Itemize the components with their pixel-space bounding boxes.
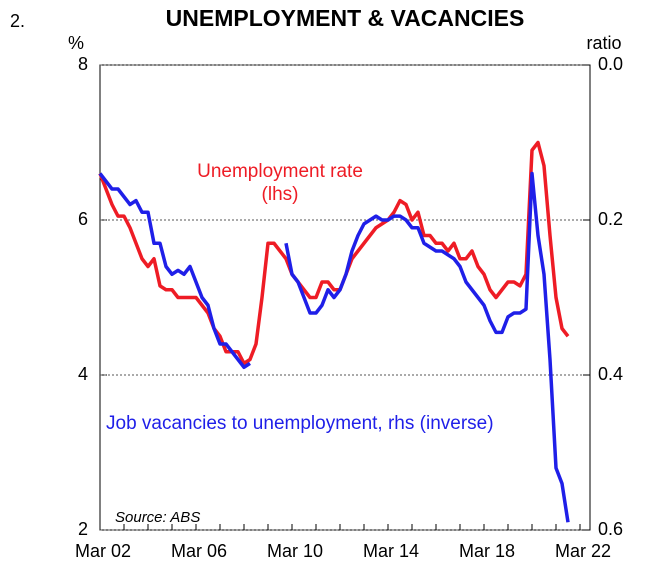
x-tick-label: Mar 10 [267,541,323,561]
series-label: Job vacancies to unemployment, rhs (inve… [106,413,494,434]
x-tick-label: Mar 18 [459,541,515,561]
y-tick-label: 6 [78,209,88,229]
series-line [98,140,570,366]
series-label: Unemployment rate (lhs) [197,161,363,205]
source: Source: ABS [115,509,200,526]
y-tick-label: 8 [78,54,88,74]
y2-tick-label: 0.0 [598,54,623,74]
series-line [98,171,570,523]
y-axis-label: % [68,33,84,53]
chart-number: 2. [10,11,25,31]
y2-tick-label: 0.6 [598,519,623,539]
plot-frame [99,64,591,531]
y2-axis-label: ratio [586,33,621,53]
chart-title: UNEMPLOYMENT & VACANCIES [166,5,525,31]
x-tick-label: Mar 06 [171,541,227,561]
y-tick-label: 4 [78,364,88,384]
y2-tick-label: 0.4 [598,364,623,384]
x-tick-label: Mar 14 [363,541,419,561]
y-tick-label: 2 [78,519,88,539]
x-tick-label: Mar 22 [555,541,611,561]
y2-tick-label: 0.2 [598,209,623,229]
x-tick-label: Mar 02 [75,541,131,561]
